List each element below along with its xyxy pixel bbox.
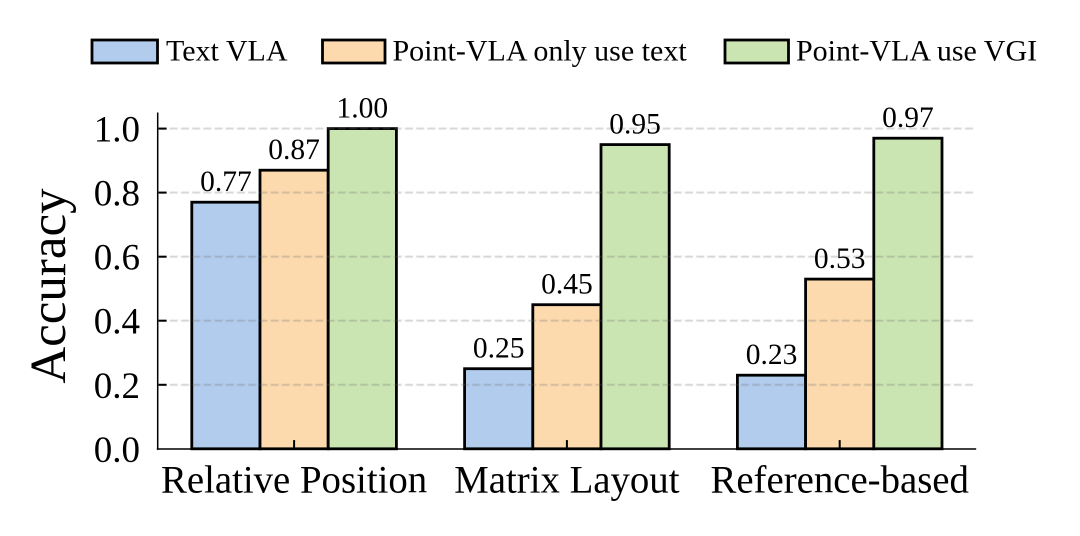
svg-text:0.23: 0.23 <box>746 339 798 371</box>
svg-text:0.25: 0.25 <box>473 333 525 365</box>
svg-text:0.0: 0.0 <box>94 430 140 471</box>
svg-text:0.2: 0.2 <box>94 366 140 407</box>
svg-text:0.6: 0.6 <box>94 238 140 279</box>
svg-text:Reference-based: Reference-based <box>710 459 968 502</box>
svg-text:0.97: 0.97 <box>882 102 934 134</box>
svg-text:0.53: 0.53 <box>814 243 866 275</box>
svg-text:1.00: 1.00 <box>336 93 388 125</box>
svg-text:1.0: 1.0 <box>94 110 140 151</box>
svg-text:Point-VLA only use text: Point-VLA only use text <box>393 35 688 68</box>
svg-text:0.4: 0.4 <box>94 302 140 343</box>
svg-text:0.77: 0.77 <box>200 166 252 198</box>
svg-text:Relative Position: Relative Position <box>161 459 427 502</box>
svg-text:0.95: 0.95 <box>609 109 661 141</box>
svg-text:0.8: 0.8 <box>94 174 140 215</box>
svg-text:Accuracy: Accuracy <box>21 188 77 384</box>
svg-text:Text VLA: Text VLA <box>166 35 288 68</box>
svg-text:0.45: 0.45 <box>541 269 593 301</box>
svg-text:Matrix Layout: Matrix Layout <box>454 459 679 502</box>
svg-text:Point-VLA use VGI: Point-VLA use VGI <box>796 35 1037 68</box>
svg-text:0.87: 0.87 <box>268 134 320 166</box>
